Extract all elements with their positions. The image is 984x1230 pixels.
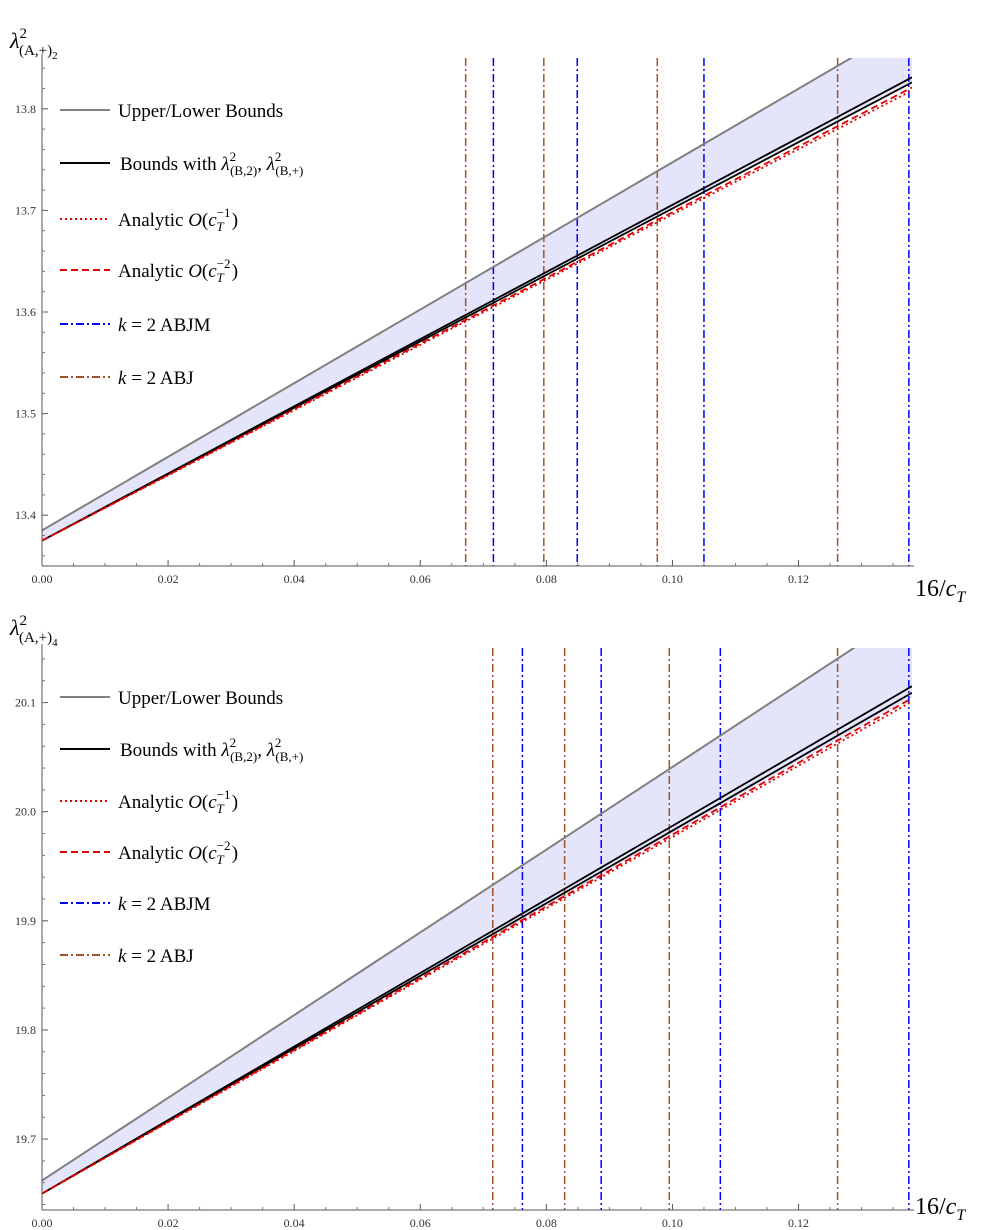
y-tick-label: 13.8 [15, 102, 36, 116]
svg-text:Analytic O(c−2T): Analytic O(c−2 T) [118, 838, 238, 867]
series-analytic-2 [42, 697, 912, 1195]
y-tick-label: 20.1 [15, 696, 36, 710]
legend: Upper/Lower Bounds Bounds with λ2 (B,2), … [60, 101, 303, 389]
svg-text:Bounds with λ2(B,2), λ2(B,+): Bounds with λ2 (B,2), λ2 (B,+) [120, 735, 303, 764]
series-bounds-b-upper [42, 685, 912, 1195]
x-tick-label: 0.10 [662, 1216, 683, 1230]
x-tick-label: 0.10 [662, 572, 683, 586]
panel-top: 0.00 0.02 0.04 0.06 0.08 0.10 0.12 13.4 13.5 13.… [9, 26, 966, 606]
series-analytic-1 [42, 89, 912, 542]
svg-text:Upper/Lower Bounds: Upper/Lower Bounds [118, 688, 283, 709]
y-axis-label: λ2 (A,+)4 [9, 613, 58, 649]
x-tick-label: 0.04 [284, 1216, 305, 1230]
allowed-region [42, 648, 912, 1194]
svg-text:Analytic O(c−1T): Analytic O(c−1 T) [118, 787, 238, 816]
x-tick-label: 0.12 [788, 1216, 809, 1230]
svg-text:Bounds with λ2(B,2), λ2(B,+): Bounds with λ2 (B,2), λ2 (B,+) [120, 149, 303, 178]
legend-item-analytic-1: Analytic O(c−1 T) [60, 205, 238, 234]
x-tick-label: 0.12 [788, 572, 809, 586]
legend-item-analytic-1: Analytic O(c−1 T) [60, 787, 238, 816]
x-tick-label: 0.06 [410, 1216, 431, 1230]
svg-text:Analytic O(c−1T): Analytic O(c−1 T) [118, 205, 238, 234]
x-tick-label: 0.04 [284, 572, 305, 586]
legend-item-upper-lower: Upper/Lower Bounds [60, 101, 283, 122]
y-tick-label: 20.0 [15, 805, 36, 819]
y-tick-label: 13.4 [15, 508, 36, 522]
x-axis-label: 16/cT [915, 1194, 966, 1224]
legend-item-abj: k = 2 ABJ [60, 368, 194, 389]
legend-item-abjm: k = 2 ABJM [60, 894, 211, 915]
svg-text:k = 2 ABJ: k = 2 ABJ [118, 946, 194, 967]
legend-item-abj: k = 2 ABJ [60, 946, 194, 967]
series-upper-lower [42, 58, 854, 532]
y-axis-label: λ2 (A,+)2 [9, 26, 58, 62]
x-tick-label: 0.08 [536, 572, 557, 586]
series-analytic-2 [42, 86, 912, 542]
y-tick-label: 19.9 [15, 914, 36, 928]
svg-text:k = 2 ABJ: k = 2 ABJ [118, 368, 194, 389]
series-bounds-b-lower [42, 691, 912, 1195]
x-tick-label: 0.02 [158, 572, 179, 586]
x-tick-label: 0.00 [32, 1216, 53, 1230]
allowed-region [42, 58, 912, 541]
series-upper-lower [42, 648, 856, 1182]
svg-text:k = 2 ABJM: k = 2 ABJM [118, 315, 211, 336]
series-bounds-b-lower [42, 81, 912, 542]
x-axis-label: 16/cT [915, 576, 966, 606]
svg-text:k = 2 ABJM: k = 2 ABJM [118, 894, 211, 915]
y-tick-label: 19.7 [15, 1132, 36, 1146]
y-tick-label: 13.5 [15, 407, 36, 421]
svg-text:Analytic O(c−2T): Analytic O(c−2 T) [118, 256, 238, 285]
x-tick-label: 0.00 [32, 572, 53, 586]
y-tick-label: 19.8 [15, 1023, 36, 1037]
svg-text:Upper/Lower Bounds: Upper/Lower Bounds [118, 101, 283, 122]
x-tick-label: 0.02 [158, 1216, 179, 1230]
legend-item-analytic-2: Analytic O(c−2 T) [60, 256, 238, 285]
legend: Upper/Lower Bounds Bounds with λ2 (B,2), … [60, 688, 303, 967]
x-tick-label: 0.06 [410, 572, 431, 586]
panel-bottom: 0.00 0.02 0.04 0.06 0.08 0.10 0.12 19.7 19.8 19.… [9, 613, 966, 1230]
legend-item-upper-lower: Upper/Lower Bounds [60, 688, 283, 709]
x-tick-label: 0.08 [536, 1216, 557, 1230]
legend-item-abjm: k = 2 ABJM [60, 315, 211, 336]
y-tick-label: 13.6 [15, 305, 36, 319]
y-tick-label: 13.7 [15, 203, 36, 217]
legend-item-analytic-2: Analytic O(c−2 T) [60, 838, 238, 867]
legend-item-bounds-b: Bounds with λ2 (B,2), λ2 (B,+) [60, 149, 303, 178]
legend-item-bounds-b: Bounds with λ2 (B,2), λ2 (B,+) [60, 735, 303, 764]
